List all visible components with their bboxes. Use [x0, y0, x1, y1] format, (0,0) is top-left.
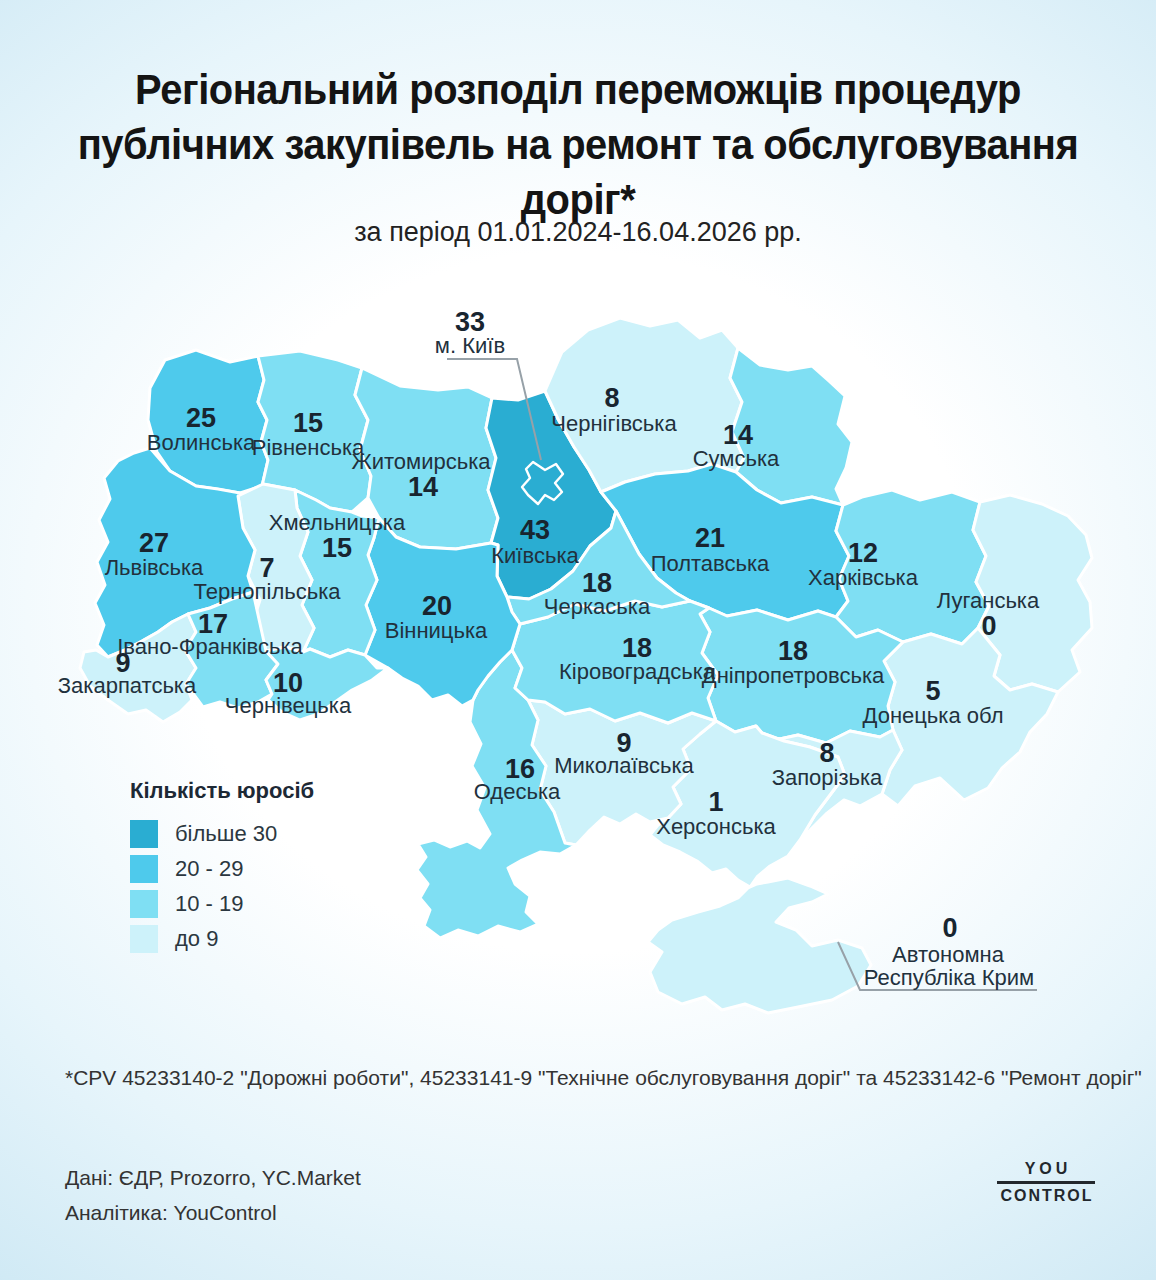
legend-swatch-1 [130, 855, 158, 883]
credits-analytics: Аналітика: YouControl [65, 1195, 361, 1230]
label-kyiv-city: м. Київ [435, 333, 505, 358]
value-luhanska: 0 [981, 611, 996, 641]
value-rivnenska: 15 [293, 408, 323, 438]
label-ternopilska: Тернопільська [194, 579, 342, 604]
label-sumska: Сумська [693, 446, 780, 471]
label-zaporizka: Запорізька [772, 765, 883, 790]
label-krym-line1: Автономна [892, 942, 1005, 967]
label-krym-line2: Республіка Крим [864, 965, 1034, 990]
legend-swatch-0 [130, 820, 158, 848]
value-vinnytska: 20 [422, 591, 452, 621]
value-kyivska: 43 [520, 515, 550, 545]
label-mykolaivska: Миколаївська [554, 753, 694, 778]
logo-you: YOU [997, 1160, 1095, 1181]
credits: Дані: ЄДР, Prozorro, YC.Market Аналітика… [65, 1160, 361, 1230]
label-donetska: Донецька обл [863, 703, 1004, 728]
legend: Кількість юросіб більше 30 20 - 29 10 - … [130, 778, 314, 960]
label-cherkaska: Черкаська [544, 594, 651, 619]
legend-title: Кількість юросіб [130, 778, 314, 804]
label-rivnenska: Рівненська [252, 435, 365, 460]
label-poltavska: Полтавська [651, 551, 770, 576]
label-lvivska: Львівська [105, 555, 204, 580]
value-lvivska: 27 [139, 528, 169, 558]
legend-label-2: 10 - 19 [175, 891, 244, 917]
region-krym [648, 878, 871, 1013]
label-zhytomyrska: Житомирська [351, 449, 491, 474]
legend-swatch-2 [130, 890, 158, 918]
value-khmelnytska: 15 [322, 533, 352, 563]
label-kharkivska: Харківська [808, 565, 919, 590]
footnote: *CPV 45233140-2 "Дорожні роботи", 452331… [65, 1066, 1142, 1090]
legend-label-1: 20 - 29 [175, 856, 244, 882]
value-zhytomyrska: 14 [408, 472, 438, 502]
legend-item-2: 10 - 19 [130, 890, 314, 918]
value-poltavska: 21 [695, 523, 725, 553]
label-vinnytska: Вінницька [385, 618, 488, 643]
legend-item-3: до 9 [130, 925, 314, 953]
label-kyivska: Київська [491, 543, 579, 568]
value-chernihivska: 8 [604, 383, 619, 413]
label-khmelnytska: Хмельницька [269, 510, 406, 535]
youcontrol-logo: YOU CONTROL [997, 1160, 1095, 1205]
label-chernivetska: Чернівецька [225, 693, 352, 718]
value-volynska: 25 [186, 403, 216, 433]
label-odeska: Одеська [474, 779, 561, 804]
value-dnipropetrovska: 18 [778, 636, 808, 666]
value-khersonska: 1 [708, 787, 723, 817]
legend-label-3: до 9 [175, 926, 218, 952]
label-luhanska: Луганська [937, 588, 1040, 613]
value-donetska: 5 [925, 676, 940, 706]
value-zaporizka: 8 [819, 738, 834, 768]
label-kirovohradska: Кіровоградська [559, 659, 716, 684]
value-krym: 0 [942, 913, 957, 943]
value-kharkivska: 12 [848, 538, 878, 568]
label-volynska: Волинська [147, 430, 256, 455]
legend-label-0: більше 30 [175, 821, 277, 847]
legend-item-0: більше 30 [130, 820, 314, 848]
logo-control: CONTROL [997, 1181, 1095, 1205]
label-dnipropetrovska: Дніпропетровська [702, 663, 885, 688]
label-ivano-frankivska: Івано-Франківська [117, 634, 303, 659]
legend-item-1: 20 - 29 [130, 855, 314, 883]
label-zakarpatska: Закарпатська [58, 673, 197, 698]
legend-swatch-3 [130, 925, 158, 953]
label-khersonska: Херсонська [656, 814, 776, 839]
credits-data: Дані: ЄДР, Prozorro, YC.Market [65, 1160, 361, 1195]
label-chernihivska: Чернігівська [551, 411, 677, 436]
